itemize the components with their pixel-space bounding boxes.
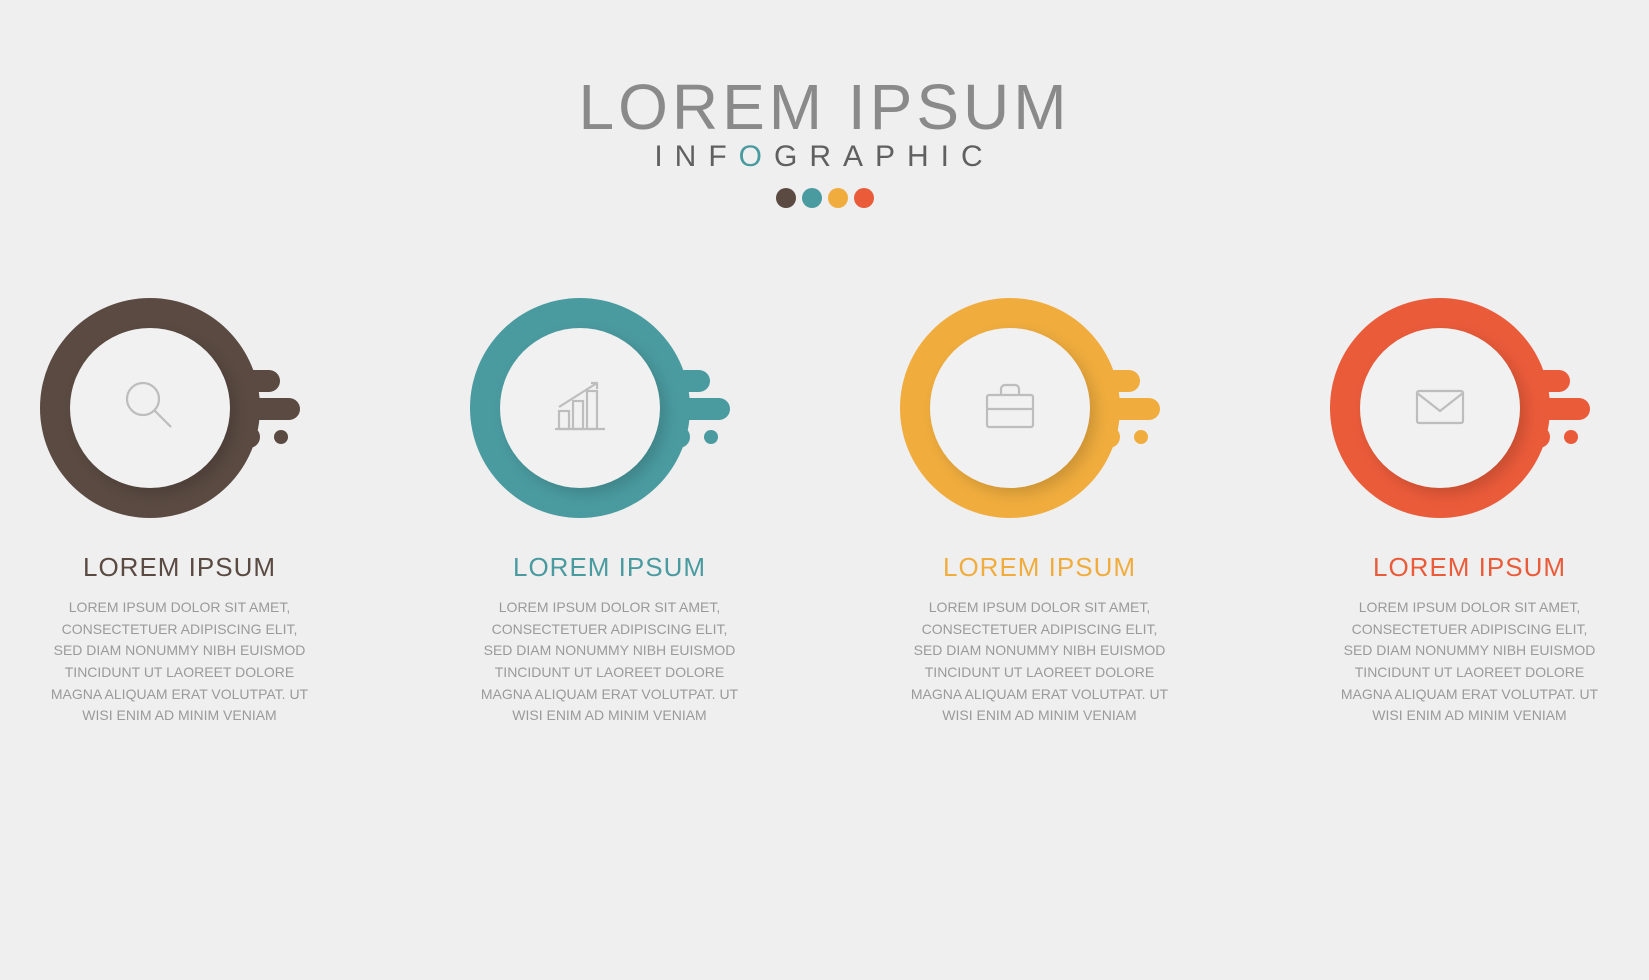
step-body: Lorem ipsum dolor sit amet, consectetuer… xyxy=(1340,597,1600,727)
subtitle-suffix: GRAPHIC xyxy=(774,140,995,173)
header: LOREM IPSUM INFOGRAPHIC xyxy=(578,70,1070,208)
trail-dot xyxy=(274,430,288,444)
bubble xyxy=(470,298,750,518)
page-subtitle: INFOGRAPHIC xyxy=(578,140,1070,174)
subtitle-accent: O xyxy=(739,140,774,174)
step-title: LOREM IPSUM xyxy=(513,552,706,583)
palette-dot xyxy=(802,188,822,208)
magnifier-icon xyxy=(115,371,185,446)
step-3: LOREM IPSUM Lorem ipsum dolor sit amet, … xyxy=(900,298,1180,727)
palette-dot xyxy=(776,188,796,208)
step-title: LOREM IPSUM xyxy=(943,552,1136,583)
step-title: LOREM IPSUM xyxy=(1373,552,1566,583)
page-title: LOREM IPSUM xyxy=(578,70,1070,144)
inner-circle xyxy=(500,328,660,488)
inner-circle xyxy=(70,328,230,488)
step-body: Lorem ipsum dolor sit amet, consectetuer… xyxy=(50,597,310,727)
infographic-page: LOREM IPSUM INFOGRAPHIC xyxy=(0,0,1649,980)
bubble xyxy=(1330,298,1610,518)
step-title: LOREM IPSUM xyxy=(83,552,276,583)
palette-dots xyxy=(578,188,1070,208)
steps-row: LOREM IPSUM Lorem ipsum dolor sit amet, … xyxy=(0,298,1649,727)
envelope-icon xyxy=(1405,371,1475,446)
subtitle-prefix: INF xyxy=(654,140,738,173)
step-body: Lorem ipsum dolor sit amet, consectetuer… xyxy=(480,597,740,727)
palette-dot xyxy=(854,188,874,208)
inner-circle xyxy=(930,328,1090,488)
chart-icon xyxy=(545,371,615,446)
bubble xyxy=(900,298,1180,518)
trail-dot xyxy=(704,430,718,444)
briefcase-icon xyxy=(975,371,1045,446)
inner-circle xyxy=(1360,328,1520,488)
step-1: LOREM IPSUM Lorem ipsum dolor sit amet, … xyxy=(40,298,320,727)
step-body: Lorem ipsum dolor sit amet, consectetuer… xyxy=(910,597,1170,727)
trail-dot xyxy=(1134,430,1148,444)
bubble xyxy=(40,298,320,518)
step-2: LOREM IPSUM Lorem ipsum dolor sit amet, … xyxy=(470,298,750,727)
trail-dot xyxy=(1564,430,1578,444)
palette-dot xyxy=(828,188,848,208)
step-4: LOREM IPSUM Lorem ipsum dolor sit amet, … xyxy=(1330,298,1610,727)
